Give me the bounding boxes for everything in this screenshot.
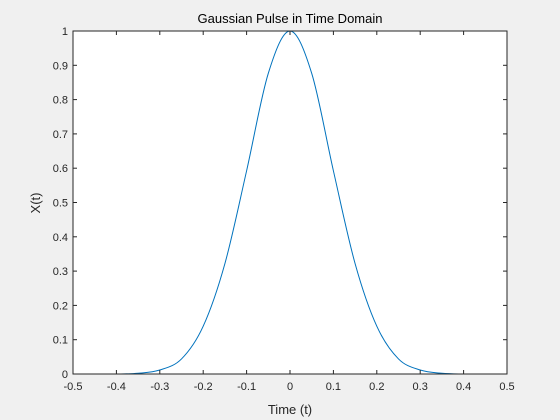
y-tick-label: 0 — [62, 369, 68, 381]
x-tick-label: 0.5 — [499, 381, 514, 393]
y-tick-label: 0.4 — [53, 232, 68, 244]
x-tick-label: 0.4 — [456, 381, 471, 393]
x-axis-label: Time (t) — [268, 402, 312, 417]
y-axis-label: X(t) — [28, 193, 43, 214]
y-tick-label: 0.9 — [53, 60, 68, 72]
x-tick-label: -0.2 — [194, 381, 213, 393]
y-tick-label: 0.1 — [53, 335, 68, 347]
x-tick-label: 0.2 — [369, 381, 384, 393]
y-tick-label: 0.5 — [53, 198, 68, 210]
axes-box — [72, 30, 508, 375]
chart-title: Gaussian Pulse in Time Domain — [198, 11, 383, 26]
x-tick-label: -0.1 — [237, 381, 256, 393]
x-tick-label: 0 — [287, 381, 293, 393]
y-tick-label: 0.7 — [53, 129, 68, 141]
plot-area — [73, 31, 507, 374]
y-tick-label: 0.8 — [53, 95, 68, 107]
axis-ticks: -0.5 -0.4 -0.3 -0.2 -0.1 0 0.1 0.2 0.3 0.4 0.5 0 0.1… — [53, 26, 515, 393]
x-tick-label: -0.4 — [107, 381, 126, 393]
x-tick-label: -0.3 — [150, 381, 169, 393]
y-tick-label: 1 — [62, 26, 68, 38]
y-tick-label: 0.2 — [53, 300, 68, 312]
y-tick-label: 0.6 — [53, 163, 68, 175]
x-tick-label: 0.1 — [326, 381, 341, 393]
y-tick-label: 0.3 — [53, 266, 68, 278]
x-tick-label: 0.3 — [413, 381, 428, 393]
x-tick-label: -0.5 — [64, 381, 83, 393]
